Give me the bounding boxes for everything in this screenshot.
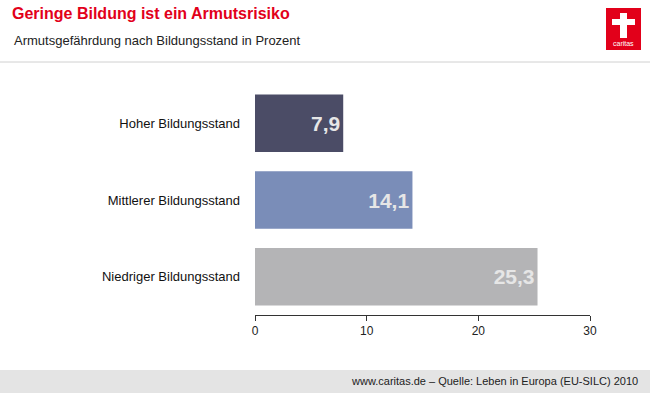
svg-text:30: 30 [583,324,597,338]
svg-text:Hoher Bildungsstand: Hoher Bildungsstand [119,116,240,131]
svg-text:20: 20 [472,324,486,338]
svg-text:14,1: 14,1 [368,189,409,212]
svg-text:Geringe Bildung ist ein Armuts: Geringe Bildung ist ein Armutsrisiko [12,5,290,22]
svg-text:0: 0 [252,324,259,338]
svg-text:10: 10 [360,324,374,338]
svg-text:25,3: 25,3 [494,265,535,288]
svg-text:7,9: 7,9 [311,112,340,135]
svg-text:Niedriger Bildungsstand: Niedriger Bildungsstand [102,269,240,284]
svg-text:Mittlerer Bildungsstand: Mittlerer Bildungsstand [108,193,240,208]
svg-text:Armutsgefährdung nach Bildungs: Armutsgefährdung nach Bildungsstand in P… [14,33,301,48]
svg-text:www.caritas.de – Quelle: Leben: www.caritas.de – Quelle: Leben in Europa… [351,375,638,387]
svg-text:caritas: caritas [613,40,634,47]
